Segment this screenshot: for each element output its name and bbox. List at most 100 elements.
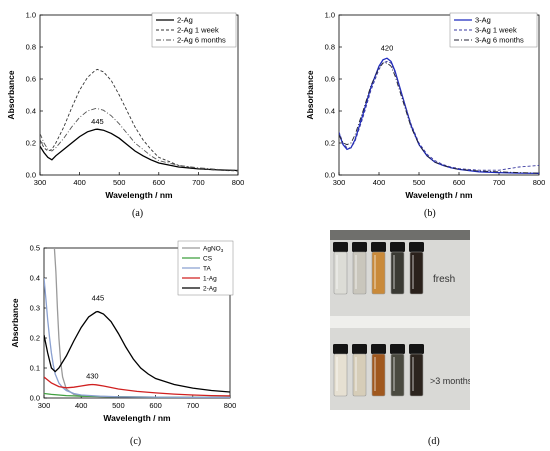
x-tick-label: 300 [38, 401, 51, 410]
x-tick-label: 500 [413, 178, 426, 187]
y-tick-label: 0.1 [30, 364, 40, 373]
x-tick-label: 700 [493, 178, 506, 187]
x-tick-label: 700 [187, 401, 200, 410]
x-tick-label: 400 [73, 178, 86, 187]
y-tick-label: 0.4 [30, 274, 40, 283]
aged-vial-glare [412, 357, 414, 391]
chart-b: 300 400 500 600 700 800 0.0 0.2 0.4 0.6 0.8 1.0 Wave… [305, 11, 545, 201]
fresh-vial-vial [352, 251, 367, 295]
y-tick-label: 0.0 [26, 171, 36, 180]
x-tick-label: 800 [533, 178, 546, 187]
x-axis-label: Wavelength / nm [103, 413, 171, 423]
legend-box [151, 12, 237, 48]
fresh-vial-cap [352, 242, 367, 252]
peak-annotation: 445 [92, 294, 105, 303]
x-tick-label: 500 [112, 401, 125, 410]
aged-vial-glare [393, 357, 395, 391]
x-tick-label: 700 [192, 178, 205, 187]
fresh-vial-vial [333, 251, 348, 295]
x-axis-label: Wavelength / nm [405, 190, 473, 200]
panel-label-a: (a) [132, 208, 144, 219]
y-tick-label: 0.6 [325, 75, 335, 84]
label-aged: >3 months aged [430, 376, 470, 386]
y-tick-label: 0.2 [26, 139, 36, 148]
legend-label: CS [203, 256, 213, 263]
fresh-vial-glare [336, 255, 338, 289]
aged-vial-vial [409, 353, 424, 397]
fresh-vial-glare [374, 255, 376, 289]
fresh-vial-glare [355, 255, 357, 289]
aged-vial-cap [409, 344, 424, 354]
panel-label-b: (b) [424, 208, 436, 219]
y-tick-label: 0.4 [325, 107, 335, 116]
x-tick-label: 600 [149, 401, 162, 410]
series-line-2-ag [44, 310, 230, 393]
legend-label: 2-Ag [177, 16, 193, 25]
legend-label: 3-Ag 6 months [475, 36, 524, 45]
fresh-vial-vial [409, 251, 424, 295]
y-axis-label: Absorbance [6, 70, 16, 119]
peak-annotation: 445 [91, 117, 104, 126]
fresh-vial-cap [371, 242, 386, 252]
x-tick-label: 300 [34, 178, 47, 187]
y-tick-label: 0.4 [26, 107, 36, 116]
fresh-vial-glare [393, 255, 395, 289]
series-group [339, 57, 539, 175]
aged-vial-cap [390, 344, 405, 354]
fresh-vial-cap [390, 242, 405, 252]
plot-frame [338, 14, 540, 176]
x-tick-label: 800 [232, 178, 245, 187]
legend-label: 3-Ag 1 week [475, 26, 517, 35]
x-tick-label: 500 [113, 178, 126, 187]
fresh-vial-cap [409, 242, 424, 252]
series-line-3-ag-1-week [339, 60, 539, 171]
panel-label-d: (d) [428, 436, 440, 447]
chart-a-content: 300 400 500 600 700 800 0.0 0.2 0.4 0.6 0.8 1.0 Wave… [6, 11, 244, 201]
series-line-2-ag-1-week [40, 68, 238, 172]
legend-label: TA [203, 266, 211, 273]
chart-c: 300 400 500 600 700 800 0.0 0.1 0.2 0.3 0.4 0.5 Wave… [10, 240, 236, 423]
legend-label: 2-Ag 6 months [177, 36, 226, 45]
chart-b-content: 300 400 500 600 700 800 0.0 0.2 0.4 0.6 0.8 1.0 Wave… [305, 11, 545, 201]
y-tick-label: 0.8 [26, 43, 36, 52]
y-tick-label: 0.5 [30, 244, 40, 253]
y-axis-label: Absorbance [305, 70, 315, 119]
aged-vial-glare [336, 357, 338, 391]
y-tick-label: 0.2 [325, 139, 335, 148]
aged-vial-vial [352, 353, 367, 397]
series-line-1-ag [44, 376, 230, 397]
series-line-2-ag-6-months [40, 108, 238, 171]
series-line-2-ag [40, 128, 238, 172]
y-tick-label: 1.0 [325, 11, 335, 20]
fresh-vial-glare [412, 255, 414, 289]
peak-annotation: 420 [381, 43, 394, 52]
fresh-vial-vial [390, 251, 405, 295]
series-group [40, 68, 238, 172]
legend-label: 3-Ag [475, 16, 491, 25]
x-tick-label: 300 [333, 178, 346, 187]
x-tick-label: 400 [75, 401, 88, 410]
aged-vial-vial [371, 353, 386, 397]
legend-label: 1-Ag [203, 276, 217, 283]
peak-annotation: 430 [86, 372, 99, 381]
chart-a: 300 400 500 600 700 800 0.0 0.2 0.4 0.6 0.8 1.0 Wave… [6, 11, 244, 201]
y-tick-label: 0.3 [30, 304, 40, 313]
aged-vial-vial [390, 353, 405, 397]
y-tick-label: 0.8 [325, 43, 335, 52]
vial-photo: fresh >3 months aged [330, 230, 470, 410]
y-tick-label: 0.0 [325, 171, 335, 180]
aged-vial-glare [355, 357, 357, 391]
chart-c-content: 300 400 500 600 700 800 0.0 0.1 0.2 0.3 0.4 0.5 Wave… [10, 240, 236, 423]
legend-label: 2-Ag [203, 286, 217, 293]
series-line-3-ag [339, 57, 539, 175]
x-tick-label: 600 [153, 178, 166, 187]
fresh-vial-vial [371, 251, 386, 295]
fresh-vial-cap [333, 242, 348, 252]
legend-label: 2-Ag 1 week [177, 26, 219, 35]
y-tick-label: 0.0 [30, 394, 40, 403]
series-group [44, 248, 230, 398]
aged-vial-cap [371, 344, 386, 354]
aged-vial-glare [374, 357, 376, 391]
y-tick-label: 1.0 [26, 11, 36, 20]
y-tick-label: 0.6 [26, 75, 36, 84]
